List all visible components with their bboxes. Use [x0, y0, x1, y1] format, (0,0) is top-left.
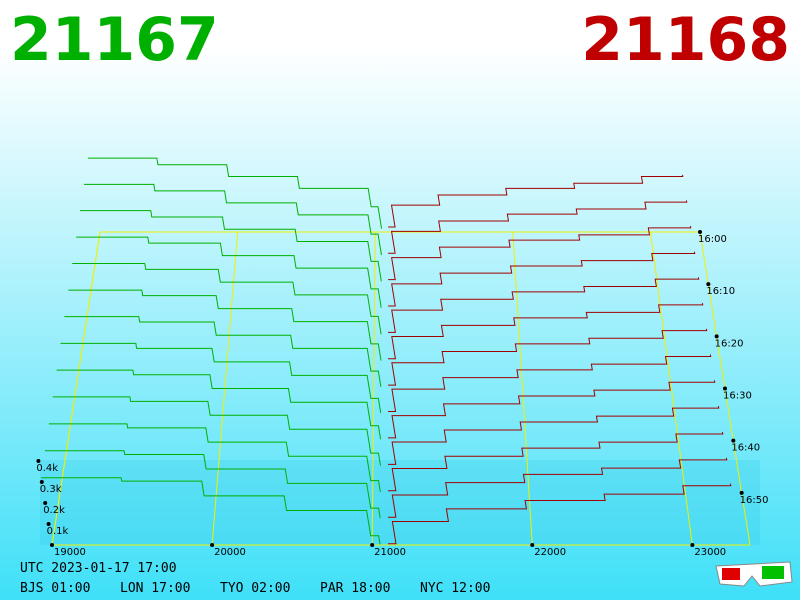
- time-tick: [723, 386, 727, 391]
- time-tick-label: 16:20: [715, 338, 744, 349]
- time-tick-label: 16:10: [706, 286, 735, 297]
- y-tick: [43, 501, 48, 505]
- bid-depth-line: [44, 450, 381, 519]
- x-tick-label: 21000: [374, 547, 406, 558]
- x-tick-label: 19000: [54, 547, 86, 558]
- ask-depth-line: [388, 225, 692, 281]
- y-tick: [36, 459, 41, 463]
- y-tick: [39, 480, 44, 484]
- ask-depth-line: [388, 328, 708, 386]
- clock-label: TYO 02:00: [220, 581, 290, 596]
- clock-label: NYC 12:00: [420, 581, 490, 596]
- bid-depth-line: [48, 423, 381, 492]
- bid-depth-line: [84, 183, 382, 256]
- ask-depth-line: [388, 302, 704, 360]
- x-tick: [50, 543, 54, 547]
- y-tick: [46, 522, 51, 526]
- bid-depth-line: [88, 157, 383, 229]
- x-tick: [210, 543, 215, 547]
- floor-shade: [40, 460, 760, 545]
- bid-depth-line: [64, 316, 382, 387]
- clock-label: PAR 18:00: [320, 581, 390, 596]
- time-tick-label: 16:40: [731, 443, 760, 454]
- x-tick: [690, 543, 695, 547]
- bid-depth-line: [41, 477, 381, 545]
- bid-depth-line: [80, 210, 382, 282]
- ask-depth-line: [388, 200, 688, 254]
- x-tick-label: 20000: [214, 547, 246, 558]
- ask-depth-line: [387, 431, 724, 492]
- time-tick-label: 16:50: [740, 495, 769, 506]
- time-tick-label: 16:00: [698, 234, 727, 245]
- bid-depth-line: [56, 369, 382, 440]
- bid-depth-line: [52, 396, 381, 466]
- time-tick: [698, 230, 702, 234]
- y-tick-label: 0.3k: [40, 484, 62, 495]
- grid-line: [371, 231, 376, 546]
- grid-line: [51, 231, 101, 546]
- bid-depth-line: [60, 342, 382, 414]
- time-tick: [714, 334, 719, 339]
- time-tick: [739, 490, 744, 495]
- ask-depth-line: [388, 174, 684, 228]
- ask-depth-line: [388, 406, 720, 465]
- y-tick-label: 0.2k: [43, 505, 65, 516]
- bid-depth-line: [72, 263, 382, 335]
- x-tick-label: 23000: [694, 547, 726, 558]
- ask-depth-line: [388, 251, 696, 307]
- y-tick-label: 0.1k: [47, 526, 69, 537]
- y-tick-label: 0.4k: [36, 463, 58, 474]
- x-tick-label: 22000: [534, 547, 566, 558]
- x-tick: [530, 543, 535, 547]
- ask-depth-line: [388, 380, 716, 439]
- bid-depth-line: [76, 236, 382, 308]
- clock-label: LON 17:00: [120, 581, 190, 596]
- utc-time: UTC 2023-01-17 17:00: [20, 561, 177, 576]
- bid-depth-line: [68, 289, 382, 361]
- time-tick: [731, 438, 736, 443]
- time-tick-label: 16:30: [723, 391, 752, 402]
- grid-line: [649, 231, 693, 546]
- ask-depth-line: [388, 354, 712, 413]
- ask-depth-line: [387, 483, 732, 545]
- bid-price: 21167: [10, 5, 219, 75]
- clock-label: BJS 01:00: [20, 581, 90, 596]
- x-tick: [370, 543, 375, 547]
- ask-price: 21168: [581, 5, 790, 75]
- glasses-icon: [715, 561, 793, 587]
- time-tick: [706, 282, 711, 287]
- grid-line: [512, 231, 533, 546]
- ask-depth-line: [387, 457, 728, 518]
- ask-depth-line: [388, 277, 700, 333]
